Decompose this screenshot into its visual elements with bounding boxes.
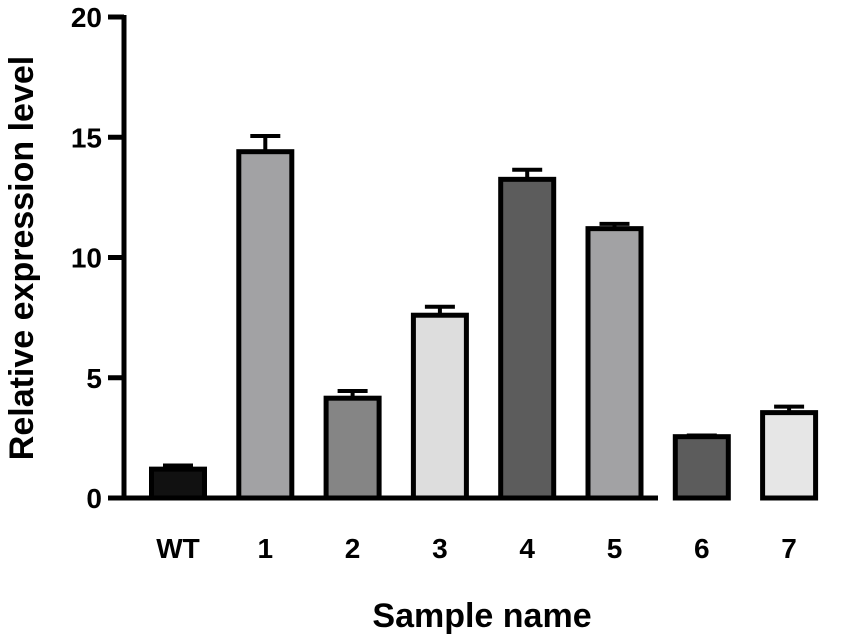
x-tick-label: 6 [694,533,710,564]
bar-7 [760,410,819,501]
x-tick-label: WT [156,533,200,564]
bar-6 [672,434,731,501]
x-tick-label: 4 [519,533,535,564]
bar-3 [410,312,469,501]
bar-5 [585,226,644,501]
y-tick-label: 0 [86,483,102,514]
bar-1 [236,149,295,501]
x-tick-label: 5 [607,533,623,564]
y-tick-label: 20 [71,2,102,33]
labels: 0 5 10 15 20 WT 1 2 3 4 5 6 7 [71,2,797,564]
x-tick-label: 2 [345,533,361,564]
bars [149,134,819,501]
x-tick-label: 3 [432,533,448,564]
bar-2 [323,395,382,501]
y-tick-label: 15 [71,122,102,153]
y-axis-title: Relative expression level [3,56,41,460]
y-tick-label: 10 [71,243,102,274]
y-tick-label: 5 [86,363,102,394]
bar-wt [149,466,207,501]
bar-4 [498,176,557,501]
x-tick-label: 1 [258,533,274,564]
axes [108,14,658,501]
x-axis-title: Sample name [372,597,591,635]
x-tick-label: 7 [781,533,797,564]
